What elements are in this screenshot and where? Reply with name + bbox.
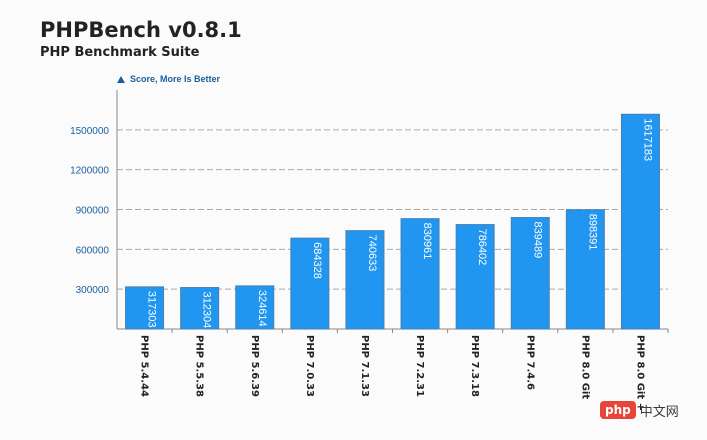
bar-value-label: 786402 xyxy=(476,229,488,266)
bar xyxy=(345,230,385,330)
x-tick-label: PHP 7.1.33 xyxy=(359,335,370,397)
bar-value-label: 317303 xyxy=(146,291,158,328)
bar xyxy=(455,224,495,330)
x-tick-label: PHP 8.0 Git xyxy=(579,335,590,399)
watermark-logo: php xyxy=(600,401,636,419)
y-tick-label: 900000 xyxy=(76,206,110,217)
y-tick-label: 300000 xyxy=(76,285,110,296)
chart-title: PHPBench v0.8.1 xyxy=(40,18,242,42)
watermark: php 中文网 xyxy=(600,398,704,422)
chart-subtitle: PHP Benchmark Suite xyxy=(40,45,200,60)
bar xyxy=(620,113,660,330)
bar-value-label: 898391 xyxy=(586,214,598,251)
x-tick-label: PHP 5.6.39 xyxy=(249,335,260,397)
x-tick-label: PHP 7.2.31 xyxy=(414,335,425,397)
y-tick-label: 1200000 xyxy=(70,166,109,177)
x-tick-label: PHP 7.3.18 xyxy=(469,335,480,397)
bar xyxy=(180,287,220,330)
legend-note: Score, More Is Better xyxy=(130,74,221,84)
bar xyxy=(565,209,605,330)
bar xyxy=(400,218,440,330)
y-tick-label: 600000 xyxy=(76,245,110,256)
bar-value-label: 312304 xyxy=(201,292,213,329)
x-tick-label: PHP 7.4.6 xyxy=(524,335,535,390)
bar-value-label: 324614 xyxy=(256,290,268,327)
bar-value-label: 1617183 xyxy=(641,118,653,161)
watermark-text: 中文网 xyxy=(639,404,679,420)
bar-value-label: 830961 xyxy=(421,223,433,260)
bar xyxy=(510,217,550,330)
bar xyxy=(235,285,275,330)
y-tick-label: 1500000 xyxy=(70,126,109,137)
x-tick-label: PHP 5.5.38 xyxy=(194,335,205,397)
x-tick-label: PHP 8.0 Git + xyxy=(634,335,645,411)
bar xyxy=(290,237,330,330)
bar-value-label: 839489 xyxy=(531,222,543,259)
bar-value-label: 740633 xyxy=(366,235,378,272)
legend-triangle-icon xyxy=(117,76,125,83)
x-tick-label: PHP 5.4.44 xyxy=(139,335,150,397)
bar xyxy=(125,286,165,330)
bar-value-label: 684328 xyxy=(311,242,323,279)
x-tick-label: PHP 7.0.33 xyxy=(304,335,315,397)
